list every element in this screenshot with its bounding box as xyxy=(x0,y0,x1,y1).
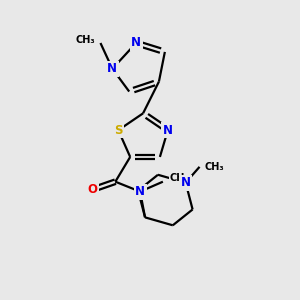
Text: N: N xyxy=(107,62,117,75)
Text: N: N xyxy=(163,124,173,137)
Text: O: O xyxy=(88,183,98,196)
Text: N: N xyxy=(135,185,145,198)
Text: CH₃: CH₃ xyxy=(76,35,95,45)
Text: N: N xyxy=(131,37,141,50)
Text: CH₃: CH₃ xyxy=(205,162,224,172)
Text: CH₃: CH₃ xyxy=(170,173,189,183)
Text: S: S xyxy=(114,124,122,137)
Text: N: N xyxy=(181,176,191,189)
